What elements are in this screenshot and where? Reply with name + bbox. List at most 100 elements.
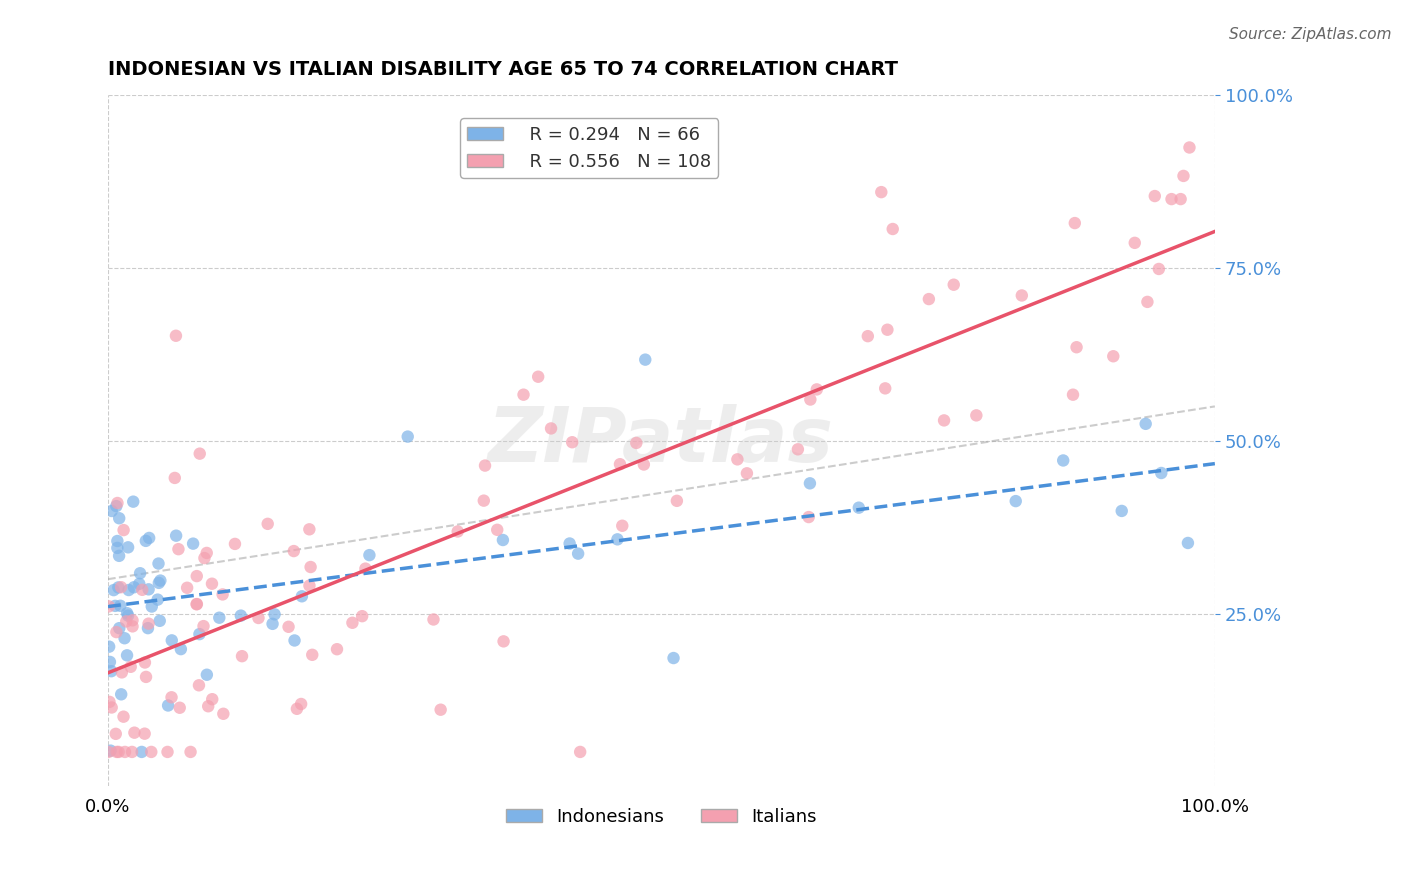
Point — [201, 576, 224, 591]
Point — [195, 667, 218, 681]
Point — [1150, 466, 1173, 480]
Point — [107, 745, 129, 759]
Point — [1147, 262, 1170, 277]
Point — [1173, 169, 1195, 183]
Point — [569, 745, 592, 759]
Point — [447, 524, 470, 539]
Point — [98, 655, 121, 669]
Point — [1143, 189, 1166, 203]
Point — [492, 533, 515, 547]
Point — [180, 745, 202, 759]
Text: Source: ZipAtlas.com: Source: ZipAtlas.com — [1229, 27, 1392, 42]
Point — [122, 580, 145, 594]
Point — [135, 533, 157, 548]
Point — [492, 634, 515, 648]
Point — [115, 615, 138, 629]
Point — [725, 452, 748, 467]
Point — [149, 574, 172, 588]
Point — [193, 551, 215, 566]
Point — [136, 621, 159, 635]
Point — [170, 642, 193, 657]
Point — [97, 599, 120, 614]
Point — [1136, 294, 1159, 309]
Point — [359, 548, 381, 562]
Point — [117, 608, 139, 623]
Point — [188, 678, 211, 692]
Point — [283, 544, 305, 558]
Point — [176, 581, 198, 595]
Point — [114, 632, 136, 646]
Point — [799, 476, 821, 491]
Point — [876, 323, 898, 337]
Point — [131, 745, 153, 759]
Point — [135, 670, 157, 684]
Point — [1011, 288, 1033, 302]
Point — [806, 383, 828, 397]
Point — [197, 699, 219, 714]
Point — [1160, 192, 1182, 206]
Point — [148, 575, 170, 590]
Point — [103, 583, 125, 598]
Point — [156, 745, 179, 759]
Point — [1170, 192, 1192, 206]
Point — [108, 549, 131, 563]
Point — [1102, 349, 1125, 363]
Point — [141, 599, 163, 614]
Point — [160, 633, 183, 648]
Point — [856, 329, 879, 343]
Point — [100, 700, 122, 714]
Point — [148, 557, 170, 571]
Point — [121, 613, 143, 627]
Point — [875, 381, 897, 395]
Point — [149, 614, 172, 628]
Point — [263, 607, 285, 622]
Point — [422, 612, 444, 626]
Point — [429, 703, 451, 717]
Point — [110, 599, 132, 613]
Point — [107, 581, 129, 595]
Point — [212, 706, 235, 721]
Point — [105, 499, 128, 513]
Point — [291, 589, 314, 603]
Point — [797, 510, 820, 524]
Point — [186, 597, 208, 611]
Point — [665, 493, 688, 508]
Point — [108, 511, 131, 525]
Point — [662, 651, 685, 665]
Point — [634, 352, 657, 367]
Point — [1066, 340, 1088, 354]
Point — [105, 625, 128, 640]
Point — [848, 500, 870, 515]
Point — [633, 458, 655, 472]
Point — [138, 582, 160, 597]
Point — [104, 599, 127, 613]
Point — [115, 606, 138, 620]
Point — [169, 700, 191, 714]
Point — [285, 702, 308, 716]
Point — [609, 457, 631, 471]
Point — [283, 633, 305, 648]
Point — [138, 531, 160, 545]
Point — [882, 222, 904, 236]
Point — [105, 541, 128, 555]
Point — [108, 621, 131, 635]
Point — [188, 447, 211, 461]
Point — [186, 597, 208, 611]
Point — [114, 745, 136, 759]
Point — [134, 656, 156, 670]
Point — [118, 582, 141, 597]
Text: INDONESIAN VS ITALIAN DISABILITY AGE 65 TO 74 CORRELATION CHART: INDONESIAN VS ITALIAN DISABILITY AGE 65 … — [108, 60, 898, 78]
Legend: Indonesians, Italians: Indonesians, Italians — [499, 800, 824, 833]
Point — [163, 471, 186, 485]
Point — [612, 518, 634, 533]
Point — [121, 619, 143, 633]
Point — [606, 533, 628, 547]
Point — [298, 579, 321, 593]
Point — [354, 561, 377, 575]
Point — [211, 587, 233, 601]
Point — [208, 611, 231, 625]
Point — [104, 727, 127, 741]
Point — [735, 467, 758, 481]
Point — [120, 660, 142, 674]
Point — [1178, 140, 1201, 154]
